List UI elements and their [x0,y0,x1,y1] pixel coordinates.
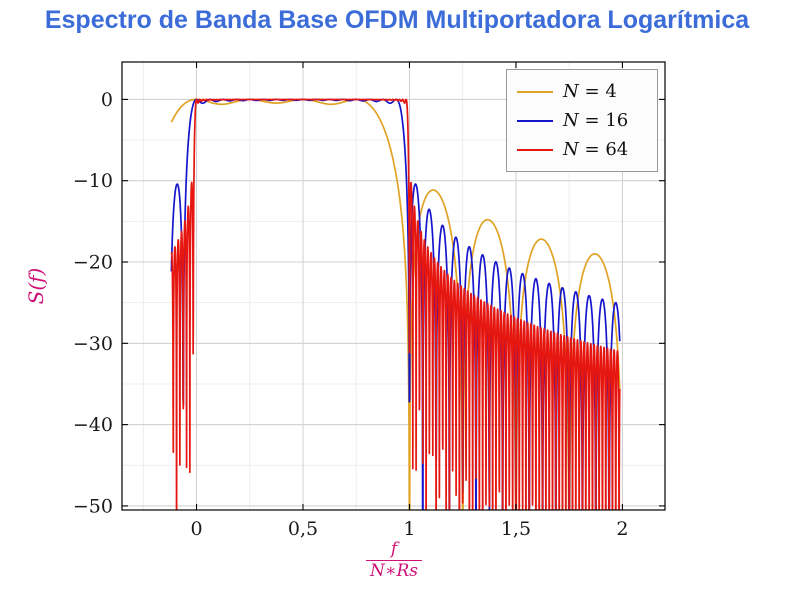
x-tick-label: 1 [403,518,415,540]
y-axis-label: S(f) [24,267,48,305]
x-tick-label: 0,5 [288,518,318,540]
x-tick-label: 2 [616,518,628,540]
x-axis-label: f N∗Rs [366,539,422,582]
x-axis-label-fraction: f N∗Rs [366,539,422,582]
legend-label-n64: N = 64 [563,139,629,160]
legend: N = 4 N = 16 N = 64 [506,69,658,172]
x-tick-label: 0 [190,518,202,540]
y-tick-label: −20 [73,252,113,274]
legend-line-swatch-n16 [517,119,553,122]
legend-item-n16: N = 16 [517,106,647,135]
series-curves [170,98,621,510]
x-label-numerator: f [390,539,398,559]
x-tick-label: 1,5 [501,518,531,540]
legend-item-n4: N = 4 [517,77,647,106]
y-tick-label: −50 [73,495,113,517]
legend-line-swatch-n64 [517,148,553,151]
y-tick-label: 0 [101,89,113,111]
y-tick-label: −30 [73,333,113,355]
axis-ticks [122,62,665,510]
legend-label-n4: N = 4 [563,81,617,102]
tick-labels: 0 0,5 1 1,5 2 0 −10 −20 −30 −40 −50 [73,89,629,540]
x-label-denominator: N∗Rs [366,559,422,582]
y-tick-label: −40 [73,414,113,436]
legend-line-swatch-n4 [517,90,553,93]
series-curve-n64 [170,98,621,510]
chart-title: Espectro de Banda Base OFDM Multiportado… [44,6,750,34]
y-tick-label: −10 [73,170,113,192]
legend-label-n16: N = 16 [563,110,629,131]
plot-frame [121,61,666,511]
legend-item-n64: N = 64 [517,135,647,164]
